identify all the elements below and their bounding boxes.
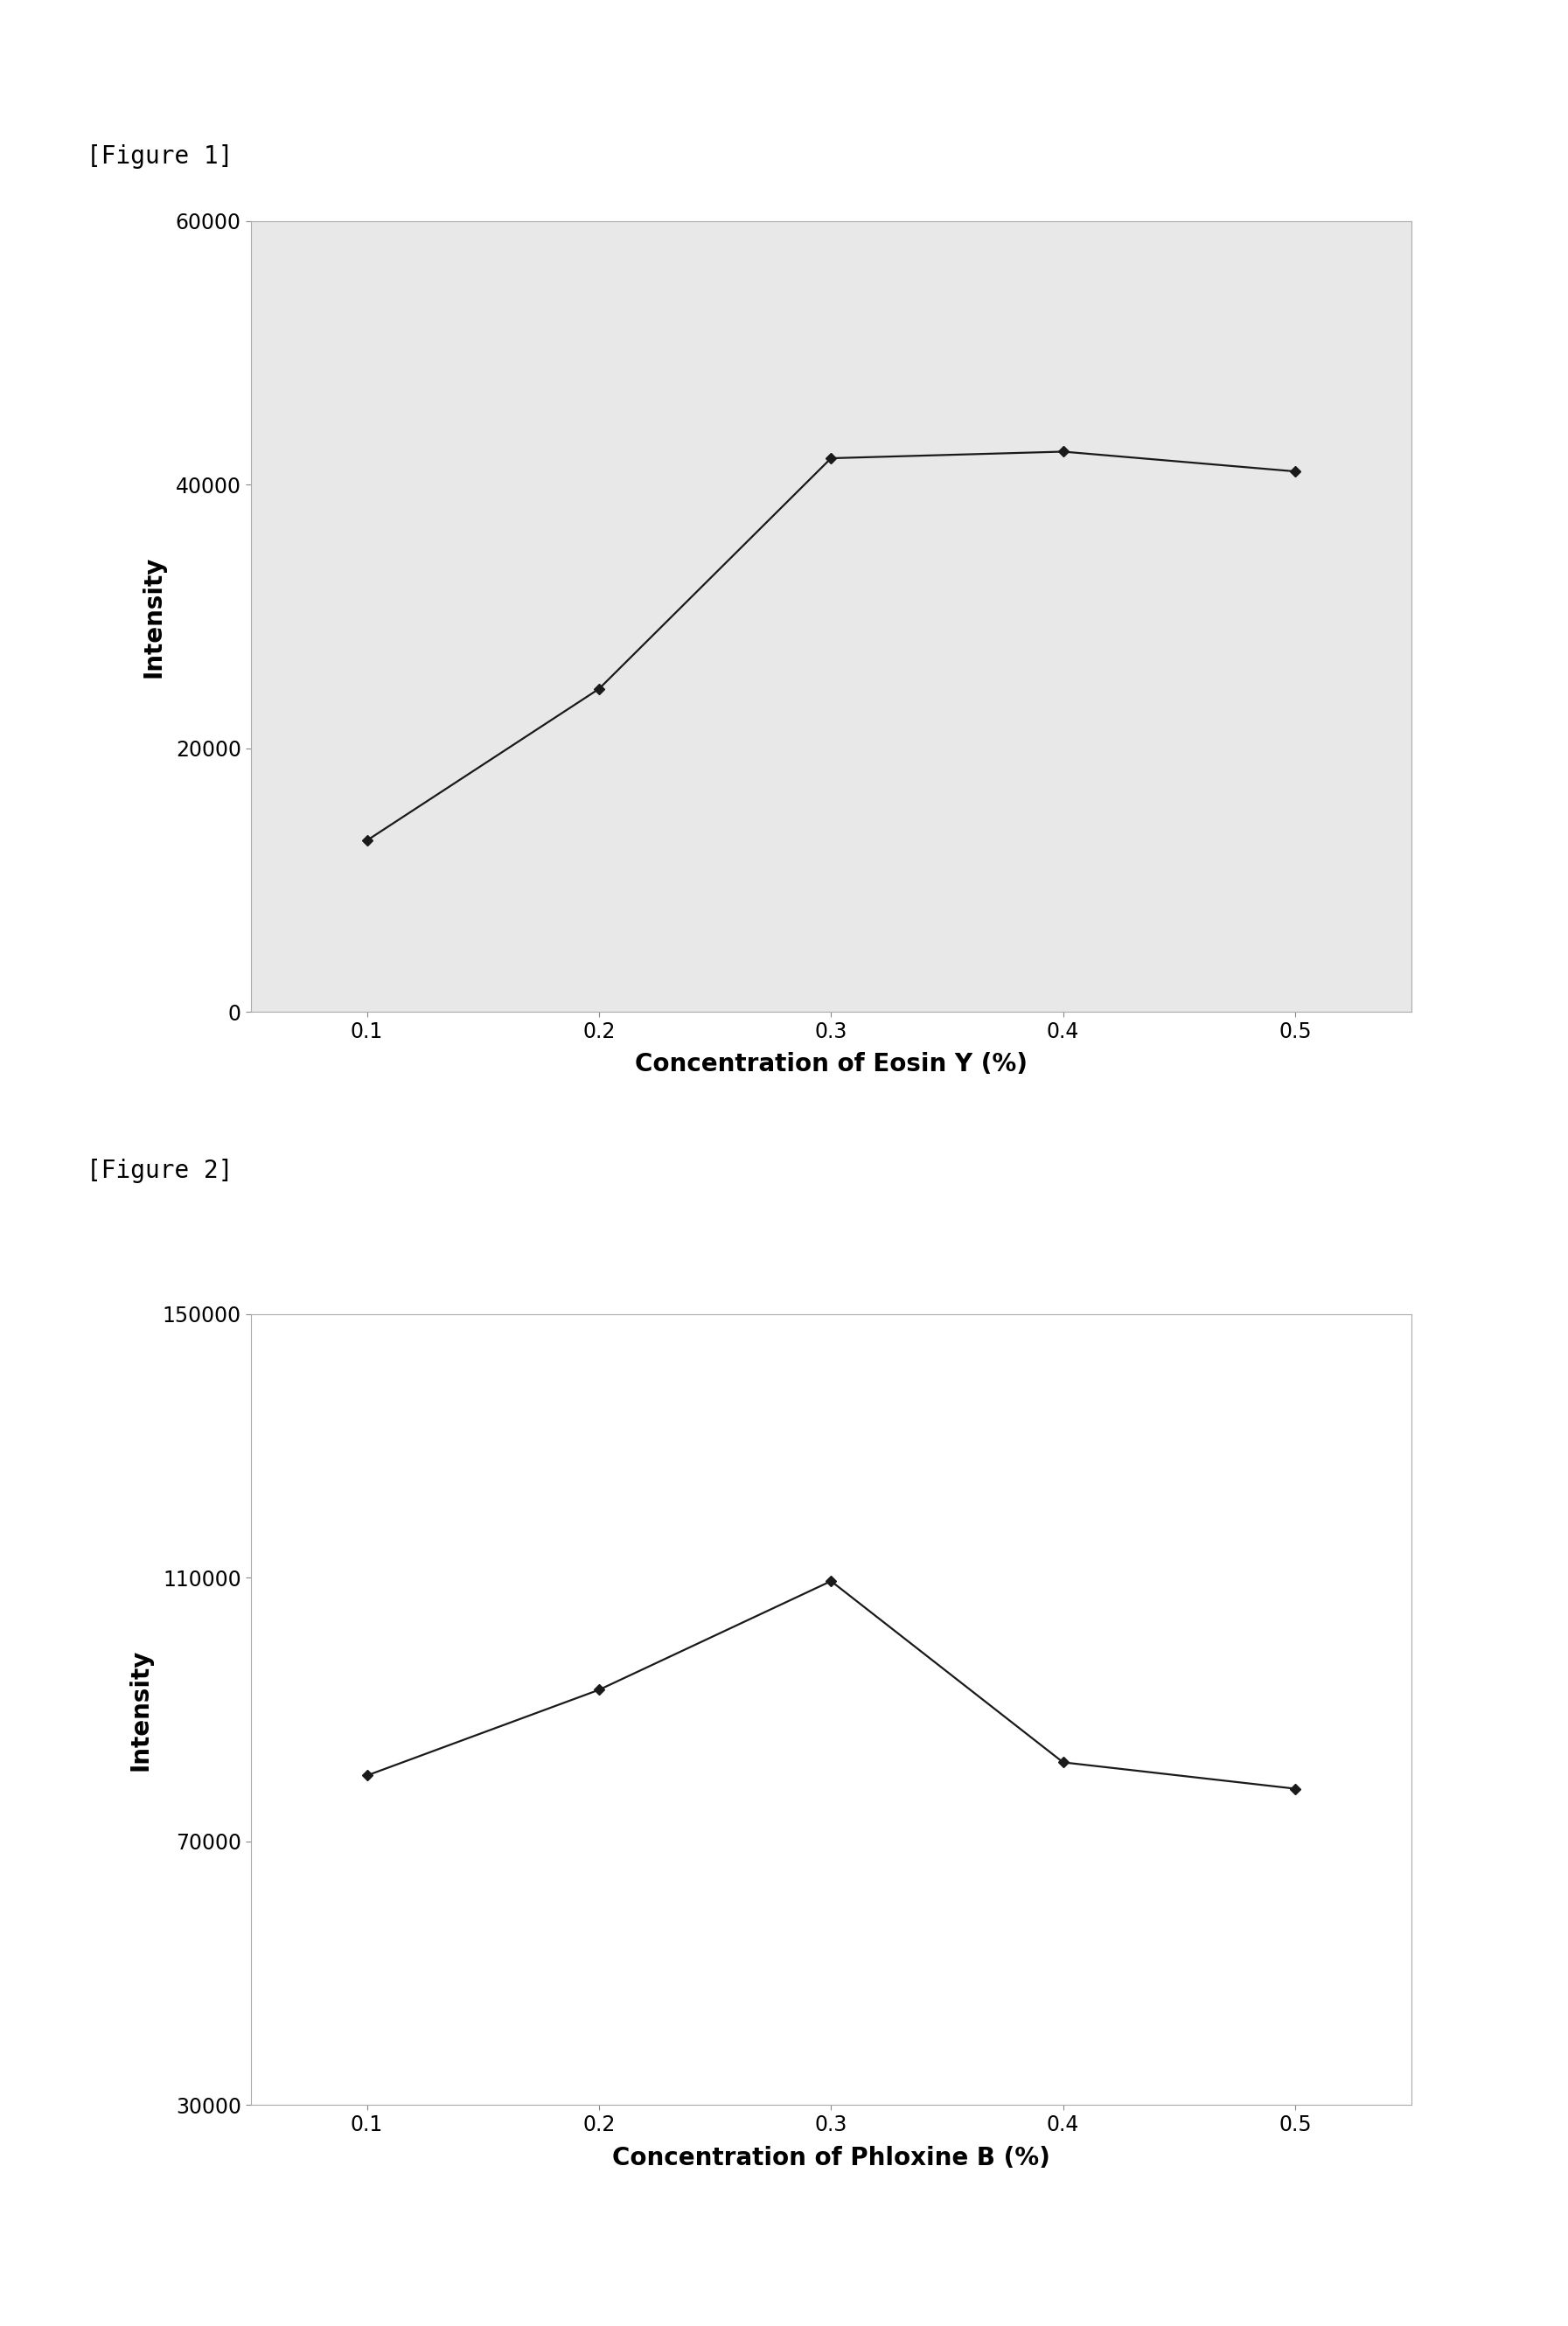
X-axis label: Concentration of Eosin Y (%): Concentration of Eosin Y (%) — [635, 1051, 1027, 1077]
Y-axis label: Intensity: Intensity — [141, 556, 166, 677]
Text: [Figure 2]: [Figure 2] — [86, 1158, 232, 1184]
Text: [Figure 1]: [Figure 1] — [86, 144, 232, 170]
Y-axis label: Intensity: Intensity — [129, 1649, 152, 1770]
X-axis label: Concentration of Phloxine B (%): Concentration of Phloxine B (%) — [612, 2145, 1051, 2170]
